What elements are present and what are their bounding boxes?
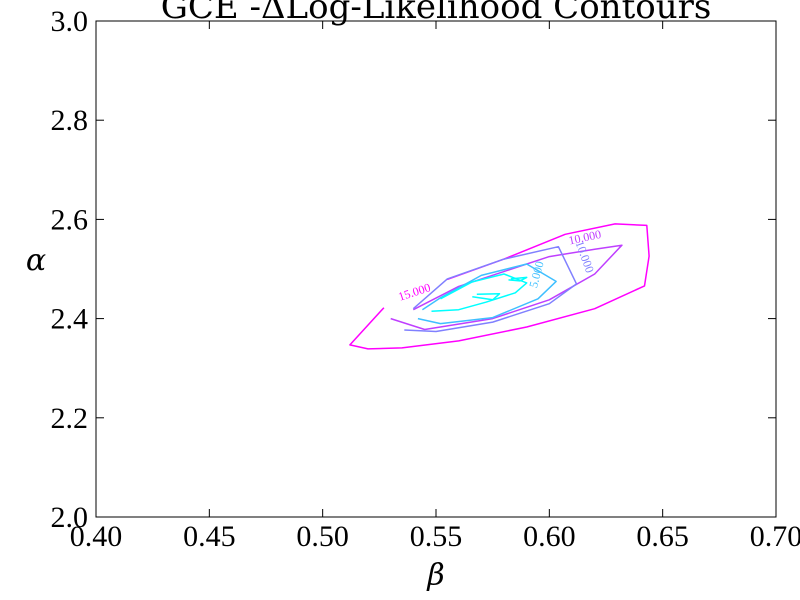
contour-label: 10.000 xyxy=(567,227,602,248)
plot-frame xyxy=(95,20,777,518)
y-tick-label: 2.6 xyxy=(51,203,89,236)
contour-line xyxy=(417,263,557,325)
y-tick-label: 2.0 xyxy=(51,501,89,534)
x-tick-label: 0.50 xyxy=(296,520,349,553)
y-tick-label: 2.8 xyxy=(51,104,89,137)
y-tick-label: 2.2 xyxy=(51,402,89,435)
contour-line xyxy=(390,244,623,331)
contour-line xyxy=(508,276,528,282)
ticks-layer: 0.40 0.45 0.50 0.55 0.60 0.65 0.70 2.0 2.2 2.4 2.6… xyxy=(51,5,800,553)
x-tick-label: 0.45 xyxy=(183,520,236,553)
contour-line xyxy=(472,293,501,301)
y-tick-label: 3.0 xyxy=(51,5,89,38)
x-tick-label: 0.40 xyxy=(70,520,123,553)
contour-label: 5.000 xyxy=(526,260,547,290)
y-tick-label: 2.4 xyxy=(51,303,89,336)
contour-line xyxy=(349,223,650,350)
contour-label: 10.000 xyxy=(573,239,597,275)
x-tick-label: 0.65 xyxy=(636,520,689,553)
contour-line xyxy=(431,273,528,312)
x-axis-label: β xyxy=(426,558,444,593)
contour-line xyxy=(404,245,578,333)
x-tick-label: 0.70 xyxy=(750,520,800,553)
x-tick-label: 0.55 xyxy=(410,520,463,553)
contour-label: 15.000 xyxy=(397,280,433,304)
x-tick-label: 0.60 xyxy=(523,520,576,553)
y-axis-label: α xyxy=(26,243,46,278)
